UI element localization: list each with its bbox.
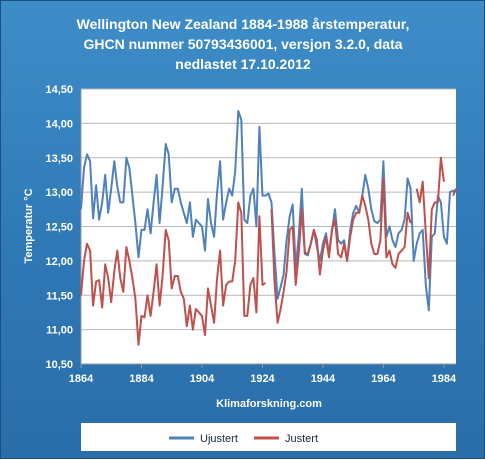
series-line-justert xyxy=(415,156,445,280)
y-tick-label: 12,00 xyxy=(45,256,73,268)
y-tick-label: 10,50 xyxy=(45,359,73,371)
chart-title-line-1: Wellington New Zealand 1884-1988 årstemp… xyxy=(77,16,410,32)
series-line-ujustert xyxy=(80,110,456,312)
x-tick-label: 1864 xyxy=(69,373,94,385)
y-tick-label: 11,00 xyxy=(46,325,73,337)
x-tick-label: 1924 xyxy=(250,373,275,385)
x-tick-label: 1964 xyxy=(371,373,396,385)
y-tick-label: 12,50 xyxy=(45,222,73,234)
series-line-justert xyxy=(80,201,267,346)
y-tick-label: 14,50 xyxy=(45,84,73,96)
chart-title-line-2: GHCN nummer 50793436001, versjon 3.2.0, … xyxy=(83,36,402,52)
y-axis-label: Temperatur °C xyxy=(23,188,35,263)
legend-label-ujustert: Ujustert xyxy=(200,433,238,445)
series-layer xyxy=(80,110,457,346)
legend-label-justert: Justert xyxy=(285,433,318,445)
y-tick-label: 14,00 xyxy=(45,118,73,130)
x-tick-label: 1984 xyxy=(432,373,457,385)
y-tick-label: 11,50 xyxy=(46,290,73,302)
x-tick-label: 1904 xyxy=(190,373,215,385)
series-justert xyxy=(80,156,457,346)
series-ujustert xyxy=(80,110,456,312)
x-tick-labels: 1864 1884 1904 1924 1944 1964 1984 xyxy=(69,89,457,385)
chart-title-line-3: nedlastet 17.10.2012 xyxy=(175,56,311,72)
y-tick-label: 13,00 xyxy=(45,187,73,199)
x-tick-label: 1944 xyxy=(311,373,336,385)
series-line-justert xyxy=(452,188,457,196)
x-axis-label: Klimaforskning.com xyxy=(216,398,322,410)
y-tick-label: 13,50 xyxy=(45,153,73,165)
y-tick-labels: 10,50 11,00 11,50 12,00 12,50 13,00 13,50 14,00… xyxy=(45,84,73,371)
x-tick-label: 1884 xyxy=(129,373,154,385)
series-line-justert xyxy=(270,177,412,324)
